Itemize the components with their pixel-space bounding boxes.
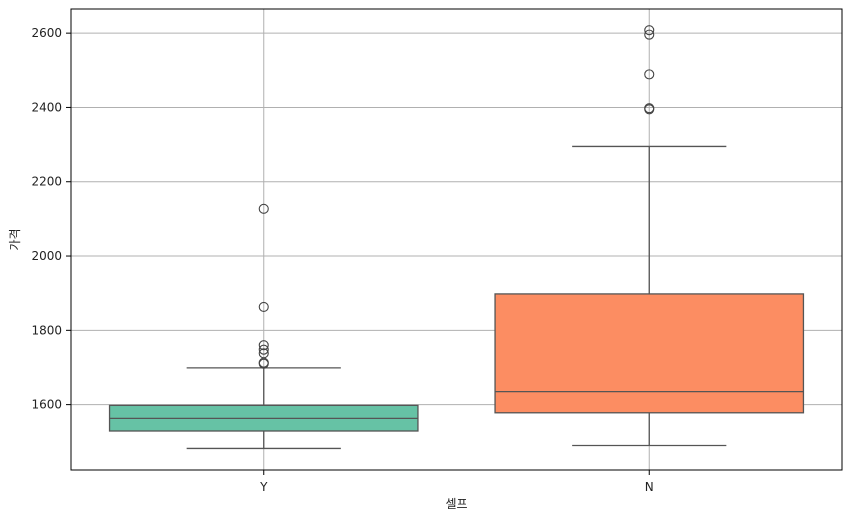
outlier-point bbox=[258, 203, 269, 214]
y-axis-label: 가격 bbox=[8, 228, 22, 250]
y-tick-label: 2200 bbox=[31, 175, 62, 189]
outlier-point bbox=[258, 348, 269, 359]
outlier-point bbox=[258, 344, 269, 355]
y-tick-label: 2000 bbox=[31, 249, 62, 263]
axis-ticks: 1600 1800 2000 2200 2400 2600 Y N bbox=[31, 26, 653, 494]
y-tick-label: 1800 bbox=[31, 323, 62, 337]
outlier-point bbox=[644, 29, 655, 40]
box-N bbox=[494, 25, 805, 447]
box-Y bbox=[108, 203, 419, 450]
y-tick-label: 1600 bbox=[31, 398, 62, 412]
grid-lines bbox=[71, 9, 842, 470]
plot-frame bbox=[70, 8, 843, 471]
outlier-point bbox=[644, 103, 655, 114]
outlier-point bbox=[258, 301, 269, 312]
x-tick-label: Y bbox=[259, 480, 268, 494]
box-body bbox=[494, 293, 805, 414]
x-tick-label: N bbox=[645, 480, 654, 494]
outlier-point bbox=[644, 69, 655, 80]
y-tick-label: 2400 bbox=[31, 100, 62, 114]
y-tick-label: 2600 bbox=[31, 26, 62, 40]
box-layer bbox=[108, 25, 805, 450]
x-axis-label: 셀프 bbox=[445, 497, 467, 511]
outlier-point bbox=[258, 340, 269, 351]
outlier-point bbox=[644, 25, 655, 36]
